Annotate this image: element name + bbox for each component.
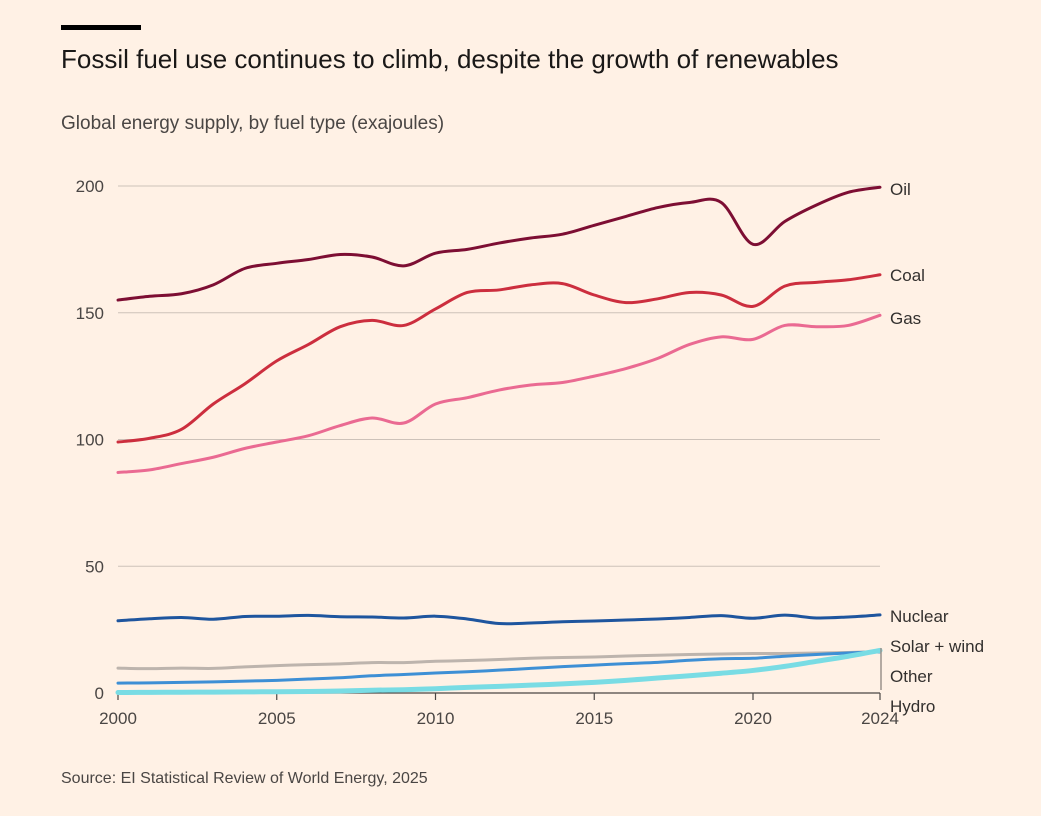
series-labels: Oil Coal Gas Nuclear Solar + wind Other Hydro bbox=[880, 180, 984, 716]
series-label-nuclear: Nuclear bbox=[890, 607, 949, 626]
series-line-coal bbox=[116, 273, 882, 444]
series-label-oil: Oil bbox=[890, 180, 911, 199]
y-tick-label: 0 bbox=[95, 684, 104, 703]
x-tick-label: 2024 bbox=[861, 709, 899, 728]
x-tick-label: 2005 bbox=[258, 709, 296, 728]
top-rule bbox=[61, 25, 141, 30]
x-axis: 2000 2005 2010 2015 2020 2024 bbox=[99, 693, 899, 728]
series-line-solar-wind bbox=[115, 647, 883, 695]
series-label-coal: Coal bbox=[890, 266, 925, 285]
x-tick-label: 2000 bbox=[99, 709, 137, 728]
y-tick-label: 50 bbox=[85, 557, 104, 576]
series-label-hydro: Hydro bbox=[890, 697, 935, 716]
chart-subtitle: Global energy supply, by fuel type (exaj… bbox=[61, 113, 445, 134]
series-line-other bbox=[116, 650, 882, 671]
x-tick-label: 2010 bbox=[417, 709, 455, 728]
y-tick-label: 100 bbox=[76, 431, 104, 450]
series-label-gas: Gas bbox=[890, 309, 921, 328]
source-note: Source: EI Statistical Review of World E… bbox=[61, 770, 428, 787]
series-label-solar-wind: Solar + wind bbox=[890, 637, 984, 656]
chart-title: Fossil fuel use continues to climb, desp… bbox=[61, 44, 839, 74]
y-tick-label: 200 bbox=[76, 177, 104, 196]
series-lines bbox=[115, 185, 883, 695]
series-label-other: Other bbox=[890, 667, 933, 686]
x-tick-label: 2015 bbox=[575, 709, 613, 728]
y-axis: 0 50 100 150 200 bbox=[76, 177, 104, 703]
series-line-oil bbox=[116, 185, 882, 302]
x-tick-label: 2020 bbox=[734, 709, 772, 728]
y-tick-label: 150 bbox=[76, 304, 104, 323]
series-line-hydro bbox=[116, 650, 882, 685]
series-line-gas bbox=[116, 313, 882, 474]
series-line-nuclear bbox=[116, 613, 882, 626]
